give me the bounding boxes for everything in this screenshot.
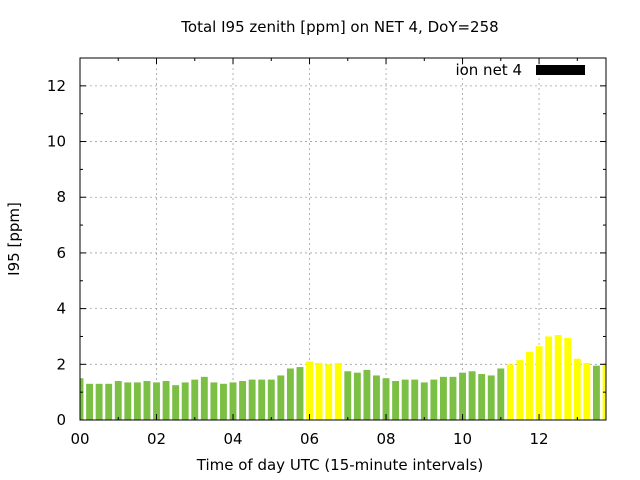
legend: ion net 4 [455, 61, 585, 79]
bar [468, 371, 476, 420]
bar [545, 336, 553, 420]
bar [526, 351, 533, 420]
x-tick-label: 10 [453, 430, 472, 448]
bar [353, 372, 361, 420]
y-tick-label: 6 [56, 244, 66, 262]
bar [220, 383, 227, 420]
bar [143, 381, 151, 420]
bar [229, 382, 237, 420]
y-tick-label: 12 [47, 77, 66, 95]
bar [306, 361, 313, 420]
bar [420, 382, 428, 420]
bar [95, 383, 103, 420]
bar [506, 364, 514, 420]
bar [516, 360, 524, 420]
x-tick-label: 08 [376, 430, 395, 448]
bar [573, 358, 581, 420]
bar [564, 337, 572, 420]
bar [80, 378, 84, 420]
bar [373, 375, 380, 420]
bar [487, 375, 495, 420]
bar [439, 376, 447, 420]
y-tick-label: 10 [47, 133, 66, 151]
y-tick-label: 8 [56, 188, 66, 206]
x-tick-label: 06 [300, 430, 319, 448]
plot-frame [79, 57, 607, 421]
bar [602, 362, 606, 420]
x-tick-label: 00 [70, 430, 89, 448]
bar [497, 368, 505, 420]
bar [277, 375, 285, 420]
bar [286, 368, 294, 420]
bar [181, 382, 189, 420]
bar [124, 382, 132, 420]
bar [133, 382, 141, 420]
bar [258, 379, 266, 420]
bar [325, 364, 333, 420]
bar [363, 369, 371, 420]
bar [105, 383, 113, 420]
bar [535, 346, 543, 420]
chart-title: Total I95 zenith [ppm] on NET 4, DoY=258 [180, 18, 498, 36]
bar [554, 335, 562, 420]
x-tick-label: 12 [530, 430, 549, 448]
bar [267, 379, 275, 420]
bar [344, 371, 352, 420]
bar [86, 383, 94, 420]
bar [592, 365, 600, 420]
bar [401, 379, 409, 420]
bar [315, 362, 323, 420]
bar [583, 362, 591, 420]
bar [411, 379, 419, 420]
bar [200, 376, 208, 420]
bar [382, 378, 390, 420]
y-tick-label: 4 [56, 300, 66, 318]
x-tick-label: 04 [223, 430, 242, 448]
x-tick-label: 02 [147, 430, 166, 448]
bar [392, 381, 400, 420]
y-tick-label: 0 [56, 411, 66, 429]
legend-swatch [536, 65, 585, 75]
legend-label: ion net 4 [455, 61, 522, 79]
bar [248, 379, 256, 420]
bars [80, 335, 606, 420]
y-tick-label: 2 [56, 355, 66, 373]
bar [430, 379, 438, 420]
x-axis-label: Time of day UTC (15-minute intervals) [196, 456, 483, 474]
bar [191, 379, 199, 420]
bar [296, 367, 304, 420]
bar [449, 376, 457, 420]
bar [334, 362, 342, 420]
bar [162, 381, 170, 420]
bar [478, 374, 486, 420]
bar [114, 381, 122, 420]
bar [210, 382, 218, 420]
bar [172, 385, 180, 420]
grid [80, 58, 606, 420]
bar [153, 382, 160, 420]
y-axis-label: I95 [ppm] [5, 202, 23, 276]
bar [239, 381, 247, 420]
bar [459, 372, 466, 420]
